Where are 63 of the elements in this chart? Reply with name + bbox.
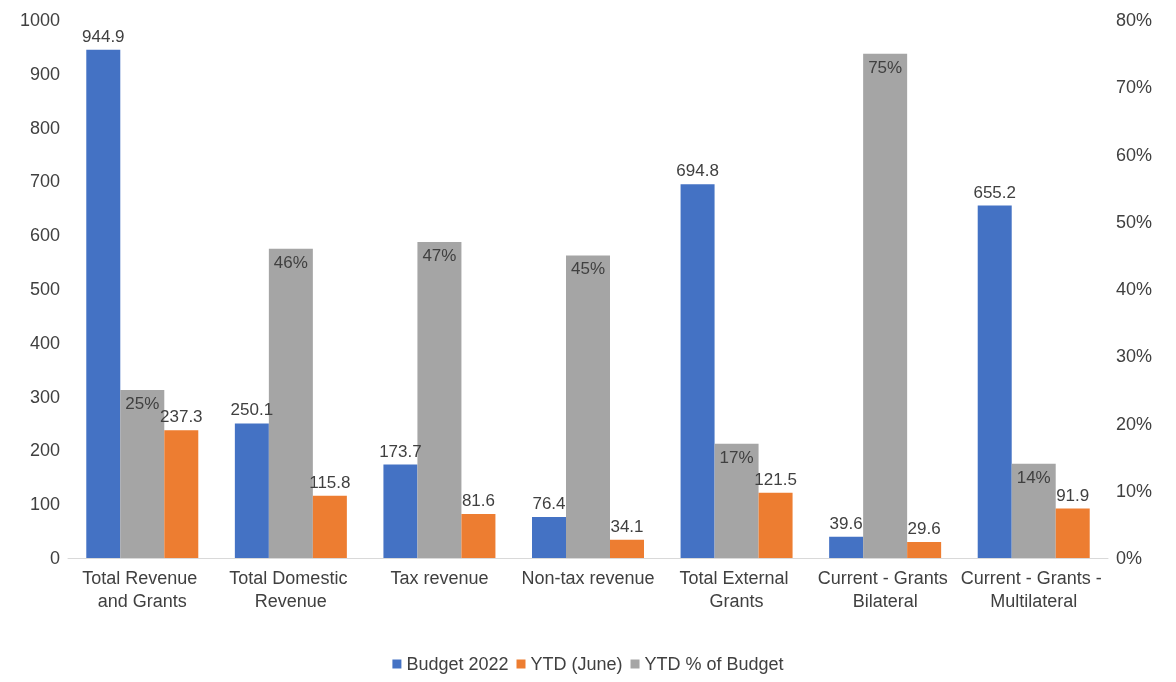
bar bbox=[907, 542, 942, 558]
data-label: 34.1 bbox=[610, 516, 644, 536]
data-label: 121.5 bbox=[754, 469, 797, 489]
bar bbox=[863, 53, 908, 558]
bar bbox=[566, 255, 610, 558]
data-label: 250.1 bbox=[230, 400, 274, 420]
y2-tick-label: 70% bbox=[1116, 77, 1153, 98]
y2-tick-label: 40% bbox=[1116, 279, 1153, 299]
bar bbox=[312, 495, 347, 558]
data-label: 47% bbox=[422, 245, 457, 265]
y-tick-label: 0 bbox=[49, 548, 60, 568]
data-label: 29.6 bbox=[907, 519, 941, 539]
bar bbox=[610, 539, 644, 558]
data-label: 173.7 bbox=[379, 441, 422, 461]
data-label: 655.2 bbox=[973, 182, 1016, 202]
bar bbox=[532, 516, 566, 558]
y-tick-label: 800 bbox=[29, 117, 60, 138]
legend-label: YTD (June) bbox=[530, 654, 623, 674]
data-label: 45% bbox=[570, 259, 606, 279]
y2-tick-label: 0% bbox=[1116, 548, 1143, 568]
data-label: 81.6 bbox=[461, 491, 495, 511]
bar bbox=[977, 205, 1012, 558]
bar bbox=[383, 464, 418, 558]
y2-tick-label: 80% bbox=[1116, 10, 1153, 30]
data-label: 25% bbox=[125, 393, 160, 413]
bar bbox=[680, 184, 715, 558]
x-tick-label: Current - Grants Bilateral bbox=[817, 567, 953, 611]
y-tick-label: 200 bbox=[29, 440, 60, 461]
y2-tick-label: 20% bbox=[1116, 413, 1153, 434]
bar bbox=[86, 49, 121, 558]
y-tick-label: 100 bbox=[29, 494, 60, 515]
x-tick-label: Current - Grants - Multilateral bbox=[960, 567, 1107, 611]
y2-tick-label: 60% bbox=[1116, 144, 1153, 165]
data-label: 944.9 bbox=[82, 26, 125, 46]
x-tick-label: Non-tax revenue bbox=[521, 567, 655, 588]
bar bbox=[829, 536, 864, 558]
data-label: 39.6 bbox=[829, 513, 863, 533]
data-label: 75% bbox=[868, 57, 903, 77]
legend-label: Budget 2022 bbox=[406, 654, 509, 674]
y2-tick-label: 30% bbox=[1116, 346, 1153, 367]
y-tick-label: 700 bbox=[29, 171, 60, 192]
y-tick-label: 500 bbox=[29, 279, 60, 299]
data-label: 115.8 bbox=[309, 472, 351, 492]
y-tick-label: 300 bbox=[29, 386, 60, 407]
y-tick-label: 600 bbox=[29, 225, 60, 246]
data-label: 14% bbox=[1016, 467, 1051, 487]
x-tick-label: Tax revenue bbox=[390, 567, 489, 588]
data-label: 694.8 bbox=[676, 161, 719, 181]
x-tick-label: Total External Grants bbox=[679, 567, 794, 611]
y2-tick-label: 50% bbox=[1116, 211, 1153, 232]
y-tick-label: 900 bbox=[29, 63, 60, 84]
data-label: 91.9 bbox=[1056, 485, 1090, 505]
data-label: 76.4 bbox=[532, 493, 566, 513]
y-tick-label: 1000 bbox=[19, 10, 60, 30]
legend-label: YTD % of Budget bbox=[644, 654, 784, 674]
y-tick-label: 400 bbox=[29, 332, 60, 353]
y2-tick-label: 10% bbox=[1116, 480, 1153, 501]
data-label: 46% bbox=[273, 252, 308, 272]
data-label: 17% bbox=[719, 447, 754, 467]
x-tick-label: Total Revenue and Grants bbox=[82, 567, 203, 611]
x-tick-label: Total Domestic Revenue bbox=[229, 567, 353, 611]
data-label: 237.3 bbox=[160, 407, 203, 427]
bar bbox=[461, 514, 496, 558]
